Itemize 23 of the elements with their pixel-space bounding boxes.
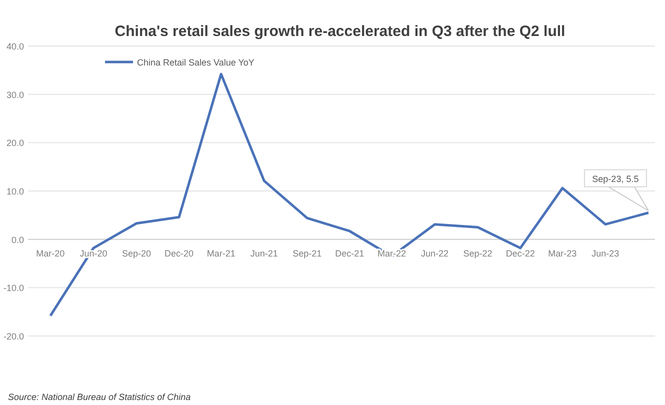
- y-tick-label: -10.0: [3, 283, 24, 294]
- y-tick-label: 0.0: [11, 234, 24, 245]
- source-note: Source: National Bureau of Statistics of China: [8, 392, 191, 402]
- y-tick-label: 10.0: [6, 186, 24, 196]
- y-tick-label: 30.0: [6, 90, 24, 100]
- x-tick-label: Mar-20: [36, 248, 65, 258]
- x-tick-label: Dec-22: [506, 248, 535, 258]
- y-tick-label: 40.0: [6, 42, 24, 52]
- y-tick-label: 20.0: [6, 138, 24, 148]
- x-tick-label: Sep-21: [292, 248, 322, 258]
- x-tick-label: Dec-20: [164, 248, 194, 258]
- x-tick-label: Dec-21: [335, 248, 364, 258]
- legend-label: China Retail Sales Value YoY: [137, 58, 254, 68]
- chart-title: China's retail sales growth re-accelerated in Q3 after the Q2 lull: [114, 23, 566, 40]
- y-tick-label: -20.0: [3, 332, 24, 342]
- x-tick-label: Jun-22: [421, 248, 449, 258]
- x-tick-label: Jun-21: [250, 248, 278, 258]
- x-tick-label: Mar-23: [548, 248, 577, 258]
- x-tick-label: Mar-21: [206, 248, 236, 258]
- annotation: Sep-23, 5.5: [592, 174, 639, 184]
- x-tick-label: Sep-22: [463, 248, 492, 258]
- x-tick-label: Jun-23: [592, 248, 620, 258]
- x-tick-label: Sep-20: [122, 248, 151, 258]
